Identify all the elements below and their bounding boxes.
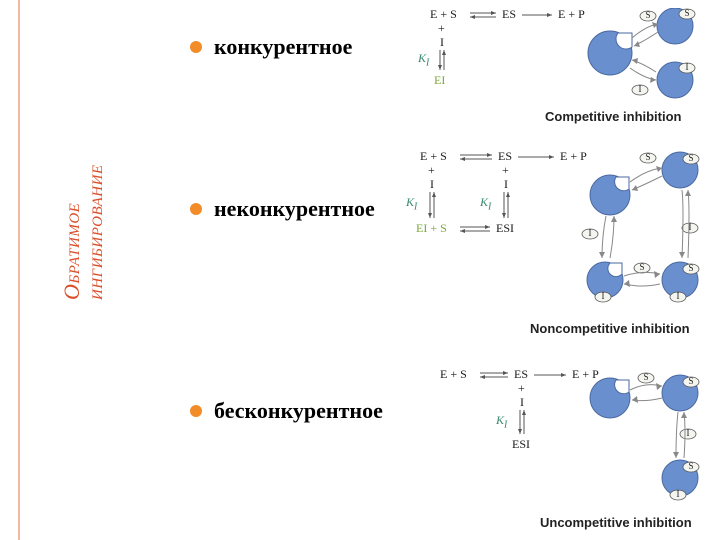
- svg-text:S: S: [688, 376, 693, 386]
- scheme-arrows-icon: [430, 8, 600, 98]
- svg-text:S: S: [645, 152, 650, 162]
- panel-noncompetitive: E + S ES E + P + + I I KI KI EI + S ESI: [420, 150, 715, 345]
- svg-text:I: I: [589, 228, 592, 238]
- scheme-competitive: E + S ES E + P + I KI EI: [430, 8, 600, 98]
- svg-text:S: S: [688, 263, 693, 273]
- enzyme-cartoon-noncompetitive: S I S I S I S I: [570, 150, 720, 320]
- svg-text:I: I: [677, 291, 680, 301]
- bullet-label: неконкурентное: [214, 196, 375, 222]
- svg-text:S: S: [639, 262, 644, 272]
- svg-text:S: S: [688, 461, 693, 471]
- bullet-noncompetitive: неконкурентное: [190, 196, 375, 222]
- svg-text:S: S: [643, 372, 648, 382]
- svg-text:I: I: [639, 84, 642, 94]
- title-line1: Обратимое: [59, 203, 84, 300]
- svg-text:S: S: [645, 10, 650, 20]
- panel-uncompetitive: E + S ES E + P + I KI ESI: [440, 368, 715, 533]
- bullet-competitive: конкурентное: [190, 34, 352, 60]
- tok-Ki: KI: [418, 52, 429, 69]
- caption-noncompetitive: Noncompetitive inhibition: [530, 322, 690, 337]
- left-accent-rule: [18, 0, 20, 540]
- bullet-dot-icon: [190, 203, 202, 215]
- tok-Ki: KI: [406, 196, 417, 213]
- enzyme-cartoon-uncompetitive: S S I S I: [580, 368, 715, 513]
- caption-uncompetitive: Uncompetitive inhibition: [540, 516, 692, 531]
- title-line2: ингибирование: [82, 164, 107, 300]
- slide: Обратимое ингибирование конкурентное нек…: [0, 0, 720, 540]
- slide-title-vertical: Обратимое ингибирование: [60, 164, 106, 300]
- bullet-uncompetitive: бесконкурентное: [190, 398, 383, 424]
- svg-text:I: I: [677, 489, 680, 499]
- bullet-dot-icon: [190, 41, 202, 53]
- svg-text:I: I: [686, 62, 689, 72]
- svg-text:I: I: [602, 291, 605, 301]
- caption-competitive: Competitive inhibition: [545, 110, 682, 125]
- bullet-label: бесконкурентное: [214, 398, 383, 424]
- panel-competitive: E + S ES E + P + I KI EI: [430, 8, 710, 133]
- svg-text:I: I: [687, 428, 690, 438]
- svg-text:S: S: [684, 8, 689, 18]
- enzyme-cartoon-competitive: S I S I: [580, 8, 710, 108]
- bullet-dot-icon: [190, 405, 202, 417]
- bullet-label: конкурентное: [214, 34, 352, 60]
- svg-text:S: S: [688, 153, 693, 163]
